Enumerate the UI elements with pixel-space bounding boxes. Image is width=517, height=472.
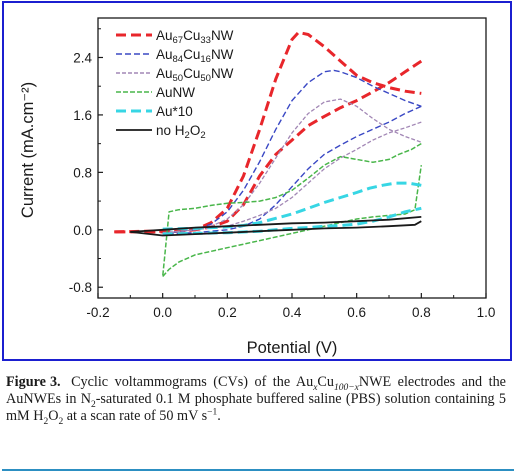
caption-sub: 100−x — [333, 382, 359, 393]
x-tick-label: 1.0 — [477, 305, 496, 320]
x-tick-label: -0.2 — [86, 305, 109, 320]
legend-subscript: 67 — [173, 35, 184, 46]
legend-text: Cu — [183, 47, 200, 62]
series-line-au67cu33nw-reverse — [114, 59, 423, 234]
legend-text: no H — [156, 123, 185, 138]
caption-sub: x — [313, 382, 318, 393]
series-line-au50cu50nw-reverse — [162, 121, 422, 235]
legend-text: O — [190, 123, 201, 138]
series-line-aunw-reverse — [161, 142, 422, 277]
series-line-au84cu16nw-forward — [162, 69, 422, 235]
legend-label-aunw: AuNW — [156, 85, 195, 100]
legend-label-au67cu33nw: Au67Cu33NW — [156, 28, 234, 46]
y-tick-label: 1.6 — [73, 108, 92, 123]
caption-text: . — [217, 408, 221, 424]
legend-text: AuNW — [156, 85, 195, 100]
y-tick-label: -0.8 — [69, 280, 92, 295]
series-line-no-h2o2-reverse — [130, 216, 422, 233]
y-tick-label: 0.8 — [73, 165, 92, 180]
legend-text: NW — [211, 28, 234, 43]
legend-subscript: 2 — [200, 130, 205, 141]
caption-label-number: 3. — [49, 374, 61, 390]
figure-caption: Figure 3. Cyclic voltammograms (CVs) of t… — [6, 374, 506, 427]
y-tick-label: 2.4 — [73, 50, 92, 65]
caption-text: Cyclic voltammograms (CVs) of the Au — [64, 374, 314, 390]
x-tick-label: 0.2 — [218, 305, 237, 320]
legend-subscript: 33 — [200, 35, 211, 46]
legend-text: NW — [211, 47, 234, 62]
legend-subscript: 84 — [173, 54, 184, 65]
series-line-au84cu16nw-reverse — [162, 105, 422, 235]
y-tick-label: 0.0 — [73, 223, 92, 238]
caption-text: O — [48, 408, 59, 424]
legend-text: Au — [156, 47, 173, 62]
plot-area — [114, 30, 423, 277]
caption-sub: 2 — [43, 416, 49, 427]
legend-subscript: 2 — [185, 130, 190, 141]
x-tick-label: 0.4 — [283, 305, 302, 320]
legend: Au67Cu33NWAu84Cu16NWAu50Cu50NWAuNWAu*10n… — [116, 28, 234, 141]
y-axis-label: Current (mA.cm⁻²) — [19, 82, 37, 218]
figure-frame — [2, 1, 512, 361]
caption-sub: 2 — [58, 416, 64, 427]
axes: -0.2 0.0 0.2 0.4 0.6 0.8 1.0 -0.8 0.0 0.8 1.6 2.4 — [69, 17, 496, 320]
series-line-no-h2o2-forward — [130, 220, 422, 237]
series-line-au-10-reverse — [162, 181, 422, 231]
caption-text: NWE electrodes and the AuNWEs in N — [6, 374, 506, 407]
legend-text: NW — [211, 66, 234, 81]
legend-text: Cu — [183, 66, 200, 81]
legend-text: Au — [156, 66, 173, 81]
legend-subscript: 16 — [200, 54, 211, 65]
series-line-au50cu50nw-forward — [162, 98, 422, 234]
x-tick-label: 0.0 — [153, 305, 172, 320]
x-tick-label: 0.8 — [412, 305, 431, 320]
legend-label-no-h2o2: no H2O2 — [156, 123, 206, 141]
series-line-au-10-forward — [162, 206, 422, 236]
legend-subscript: 50 — [200, 73, 211, 84]
x-axis-label: Potential (V) — [247, 339, 338, 357]
caption-sub: 2 — [90, 399, 96, 410]
caption-text: at a scan rate of 50 mV s — [63, 408, 208, 424]
legend-label-au50cu50nw: Au50Cu50NW — [156, 66, 234, 84]
caption-label-word: Figure — [6, 374, 46, 390]
legend-text: Au*10 — [156, 104, 193, 119]
legend-label-au84cu16nw: Au84Cu16NW — [156, 47, 234, 65]
caption-text: Cu — [317, 374, 334, 390]
cv-chart: -0.2 0.0 0.2 0.4 0.6 0.8 1.0 -0.8 0.0 0.8 1.6 2.4 A… — [19, 17, 496, 357]
legend-text: Au — [156, 28, 173, 43]
legend-text: Cu — [183, 28, 200, 43]
legend-label-au-10: Au*10 — [156, 104, 193, 119]
bottom-rule — [2, 469, 514, 471]
x-tick-label: 0.6 — [347, 305, 366, 320]
series-line-aunw-forward — [162, 165, 423, 277]
caption-text: -saturated 0.1 M phosphate buffered sali… — [6, 391, 506, 424]
legend-subscript: 50 — [173, 73, 184, 84]
caption-sup: −1 — [207, 407, 218, 418]
